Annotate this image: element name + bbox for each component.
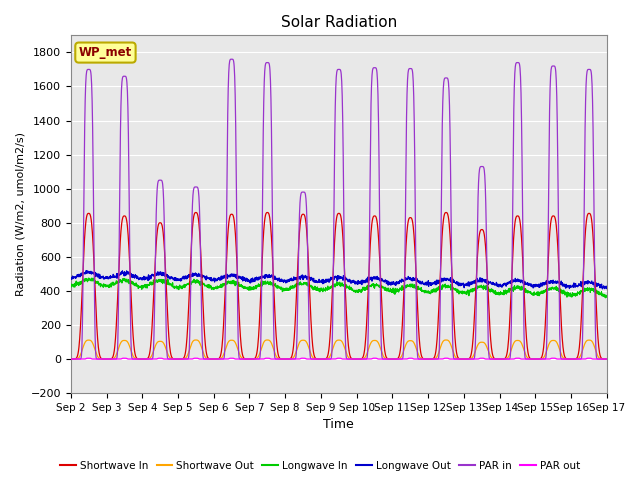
Y-axis label: Radiation (W/m2, umol/m2/s): Radiation (W/m2, umol/m2/s) <box>15 132 25 296</box>
Text: WP_met: WP_met <box>79 46 132 59</box>
Title: Solar Radiation: Solar Radiation <box>281 15 397 30</box>
Legend: Shortwave In, Shortwave Out, Longwave In, Longwave Out, PAR in, PAR out: Shortwave In, Shortwave Out, Longwave In… <box>56 456 584 475</box>
X-axis label: Time: Time <box>323 419 354 432</box>
